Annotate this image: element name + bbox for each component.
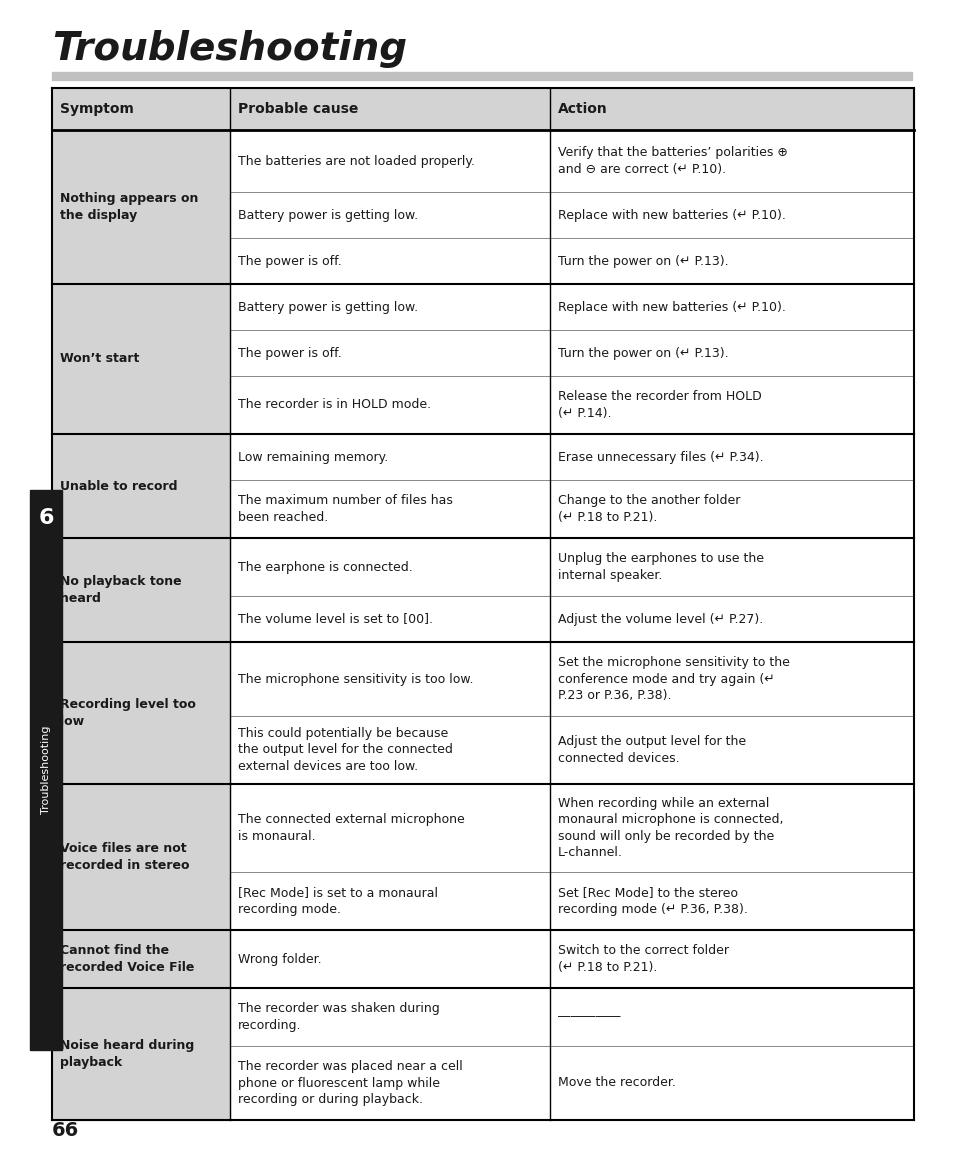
Text: Adjust the output level for the
connected devices.: Adjust the output level for the connecte… <box>558 735 745 765</box>
Text: Probable cause: Probable cause <box>237 102 358 116</box>
Bar <box>52 88 913 130</box>
Bar <box>52 930 230 987</box>
Text: Move the recorder.: Move the recorder. <box>558 1077 675 1089</box>
Text: Verify that the batteries’ polarities ⊕
and ⊖ are correct (↵ P.10).: Verify that the batteries’ polarities ⊕ … <box>558 146 787 176</box>
Text: No playback tone
heard: No playback tone heard <box>60 575 181 605</box>
Text: Action: Action <box>558 102 607 116</box>
Bar <box>52 987 230 1120</box>
Text: When recording while an external
monaural microphone is connected,
sound will on: When recording while an external monaura… <box>558 796 782 859</box>
Text: The microphone sensitivity is too low.: The microphone sensitivity is too low. <box>237 672 473 685</box>
Text: Recording level too
low: Recording level too low <box>60 698 195 728</box>
Text: Erase unnecessary files (↵ P.34).: Erase unnecessary files (↵ P.34). <box>558 451 762 464</box>
Text: [Rec Mode] is set to a monaural
recording mode.: [Rec Mode] is set to a monaural recordin… <box>237 887 437 916</box>
Text: Nothing appears on
the display: Nothing appears on the display <box>60 192 198 221</box>
Text: This could potentially be because
the output level for the connected
external de: This could potentially be because the ou… <box>237 727 453 773</box>
Text: The volume level is set to [00].: The volume level is set to [00]. <box>237 612 433 626</box>
Text: Change to the another folder
(↵ P.18 to P.21).: Change to the another folder (↵ P.18 to … <box>558 494 740 524</box>
Text: The earphone is connected.: The earphone is connected. <box>237 561 413 574</box>
Text: The connected external microphone
is monaural.: The connected external microphone is mon… <box>237 814 464 843</box>
Text: Release the recorder from HOLD
(↵ P.14).: Release the recorder from HOLD (↵ P.14). <box>558 391 760 420</box>
Bar <box>30 490 62 1050</box>
Text: Troubleshooting: Troubleshooting <box>41 726 51 815</box>
Bar <box>52 72 911 80</box>
Text: The power is off.: The power is off. <box>237 255 341 268</box>
Text: The recorder was shaken during
recording.: The recorder was shaken during recording… <box>237 1003 439 1032</box>
Text: Cannot find the
recorded Voice File: Cannot find the recorded Voice File <box>60 945 194 974</box>
Text: Voice files are not
recorded in stereo: Voice files are not recorded in stereo <box>60 843 190 872</box>
Text: Battery power is getting low.: Battery power is getting low. <box>237 300 417 313</box>
Bar <box>52 130 230 284</box>
Text: The recorder was placed near a cell
phone or fluorescent lamp while
recording or: The recorder was placed near a cell phon… <box>237 1060 462 1106</box>
Text: Replace with new batteries (↵ P.10).: Replace with new batteries (↵ P.10). <box>558 300 785 313</box>
Text: ―――――: ――――― <box>558 1011 619 1023</box>
Text: Troubleshooting: Troubleshooting <box>52 30 407 68</box>
Text: Won’t start: Won’t start <box>60 352 139 365</box>
Text: Wrong folder.: Wrong folder. <box>237 953 321 965</box>
Text: Symptom: Symptom <box>60 102 133 116</box>
Text: Set the microphone sensitivity to the
conference mode and try again (↵
P.23 or P: Set the microphone sensitivity to the co… <box>558 656 789 702</box>
Text: 66: 66 <box>52 1121 79 1139</box>
Text: 6: 6 <box>38 508 53 529</box>
Bar <box>52 538 230 642</box>
Text: Adjust the volume level (↵ P.27).: Adjust the volume level (↵ P.27). <box>558 612 762 626</box>
Text: Noise heard during
playback: Noise heard during playback <box>60 1040 194 1069</box>
Text: Turn the power on (↵ P.13).: Turn the power on (↵ P.13). <box>558 255 728 268</box>
Text: The maximum number of files has
been reached.: The maximum number of files has been rea… <box>237 494 453 524</box>
Bar <box>52 642 230 783</box>
Text: Unplug the earphones to use the
internal speaker.: Unplug the earphones to use the internal… <box>558 552 763 582</box>
Text: Replace with new batteries (↵ P.10).: Replace with new batteries (↵ P.10). <box>558 209 785 221</box>
Text: The batteries are not loaded properly.: The batteries are not loaded properly. <box>237 154 475 168</box>
Text: Unable to record: Unable to record <box>60 480 177 493</box>
Bar <box>52 433 230 538</box>
Text: The power is off.: The power is off. <box>237 347 341 359</box>
Text: Low remaining memory.: Low remaining memory. <box>237 451 388 464</box>
Text: Set [Rec Mode] to the stereo
recording mode (↵ P.36, P.38).: Set [Rec Mode] to the stereo recording m… <box>558 887 747 916</box>
Bar <box>52 783 230 930</box>
Text: Switch to the correct folder
(↵ P.18 to P.21).: Switch to the correct folder (↵ P.18 to … <box>558 945 728 974</box>
Text: Turn the power on (↵ P.13).: Turn the power on (↵ P.13). <box>558 347 728 359</box>
Text: Battery power is getting low.: Battery power is getting low. <box>237 209 417 221</box>
Text: The recorder is in HOLD mode.: The recorder is in HOLD mode. <box>237 399 431 411</box>
Bar <box>52 284 230 433</box>
